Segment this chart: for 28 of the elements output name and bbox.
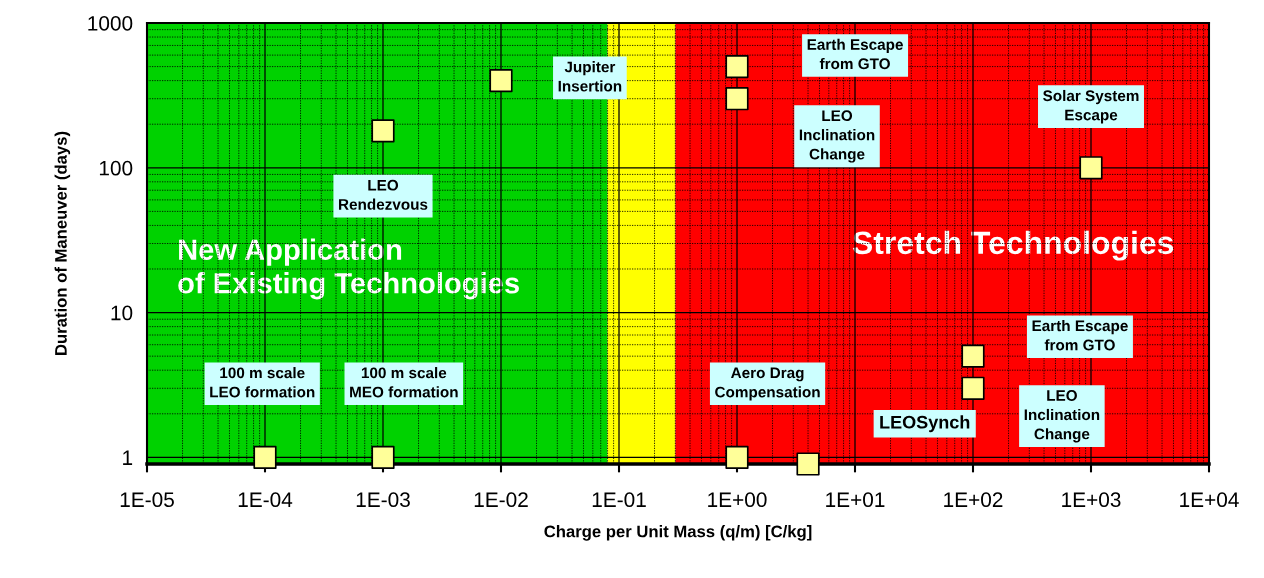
x-tick-label: 1E+03 [1062,492,1121,508]
annotation: 100 m scale LEO formation [210,367,315,398]
x-tick-label: 1E+00 [708,492,767,508]
annotation: Earth Escape from GTO [1032,319,1128,351]
annotation: Solar System Escape [1043,89,1139,124]
x-tick-label: 1E-05 [120,492,174,508]
annotation: LEOSynch [880,415,970,433]
annotation: LEO Rendezvous [339,179,428,210]
x-tick-label: 1E+01 [826,492,885,508]
y-tick-label: 1000 [88,16,133,31]
annotation: Earth Escape from GTO [807,38,903,70]
x-tick-label: 1E-02 [474,492,528,508]
band-label: New Application of Existing Technologies [178,238,519,300]
annotation: Aero Drag Compensation [715,367,820,401]
y-tick-label: 10 [111,305,133,321]
y-tick-label: 1 [123,450,133,465]
annotation: LEO Inclination Change [1024,390,1100,443]
y-tick-label: 100 [99,160,133,176]
annotation: LEO Inclination Change [799,110,875,163]
y-axis-title: Duration of Maneuver (days) [54,131,71,355]
x-tick-label: 1E-03 [356,492,410,508]
annotation: 100 m scale MEO formation [350,367,458,398]
x-tick-label: 1E+02 [944,492,1003,508]
x-tick-label: 1E-04 [238,492,293,508]
x-tick-label: 1E+04 [1180,492,1239,508]
x-axis-title: Charge per Unit Mass (q/m) [C/kg] [544,525,812,541]
annotation: Jupiter Insertion [558,61,622,92]
x-tick-label: 1E-01 [592,492,646,508]
